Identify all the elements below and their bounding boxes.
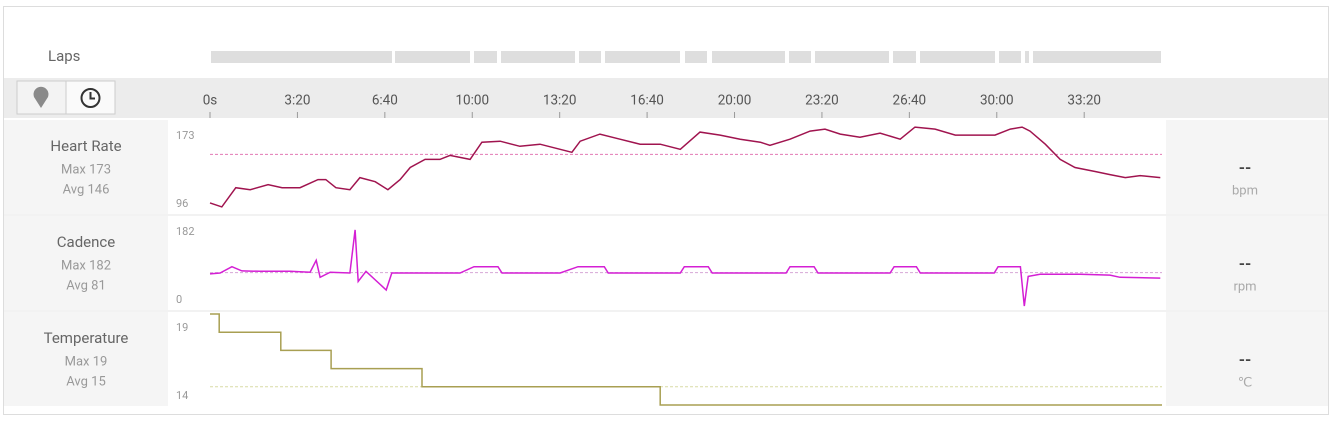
y-tick-label: 182 — [176, 225, 195, 238]
x-tick-label: 13:20 — [543, 93, 577, 109]
x-tick-label: 3:20 — [284, 93, 310, 109]
metric-stat: Avg 146 — [63, 182, 110, 197]
x-tick-label: 20:00 — [718, 93, 752, 109]
metric-title: Cadence — [57, 233, 115, 251]
metric-stat: Avg 15 — [66, 374, 106, 389]
label-panel — [4, 312, 168, 406]
x-tick-label: 26:40 — [893, 93, 927, 109]
laps-label: Laps — [48, 47, 80, 65]
metric-stat: Max 173 — [61, 162, 111, 177]
lap-bars — [211, 51, 1161, 63]
x-tick-label: 6:40 — [372, 93, 398, 109]
x-tick-label: 10:00 — [455, 93, 489, 109]
current-value: -- — [1239, 254, 1252, 273]
metric-stat: Avg 81 — [66, 278, 106, 293]
y-tick-label: 96 — [176, 197, 188, 210]
x-tick-label: 33:20 — [1067, 93, 1101, 109]
x-tick-label: 30:00 — [980, 93, 1014, 109]
data-line — [209, 126, 1161, 208]
plot-area — [168, 120, 1163, 214]
metric-title: Heart Rate — [50, 137, 121, 155]
map-button[interactable] — [16, 80, 67, 115]
current-value: -- — [1239, 350, 1252, 369]
data-line — [210, 313, 1162, 406]
metric-stat: Max 182 — [61, 258, 111, 273]
x-tick-label: 16:40 — [630, 93, 664, 109]
x-tick-label: 0s — [203, 93, 218, 109]
label-panel — [4, 120, 168, 214]
x-tick-label: 23:20 — [805, 93, 839, 109]
unit: ℃ — [1238, 375, 1253, 390]
value-panel — [1166, 312, 1328, 406]
unit: bpm — [1232, 183, 1258, 198]
value-panel — [1166, 120, 1328, 214]
data-line — [209, 229, 1161, 307]
metric-title: Temperature — [44, 329, 129, 347]
y-tick-label: 19 — [176, 321, 188, 334]
value-panel — [1166, 216, 1328, 310]
y-tick-label: 14 — [176, 389, 188, 402]
plot-area — [168, 312, 1163, 406]
y-tick-label: 173 — [176, 129, 195, 142]
toolbar — [4, 78, 1328, 118]
time-button[interactable] — [65, 80, 116, 115]
metric-stat: Max 19 — [65, 354, 108, 369]
plot-area — [168, 216, 1163, 310]
label-panel — [4, 216, 168, 310]
y-tick-label: 0 — [176, 293, 182, 306]
current-value: -- — [1239, 158, 1252, 177]
unit: rpm — [1233, 279, 1256, 294]
